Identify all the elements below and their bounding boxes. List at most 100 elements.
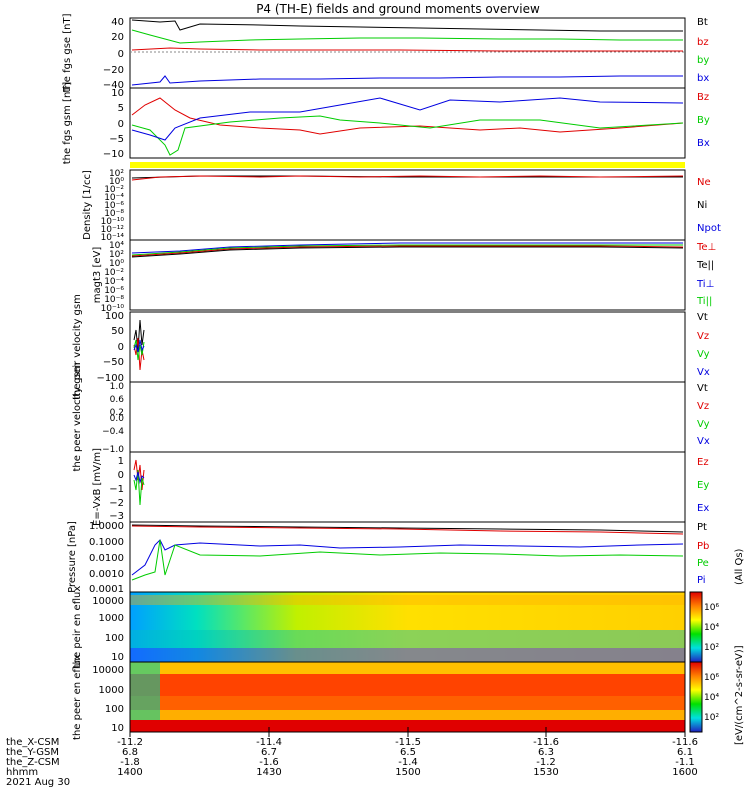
panel-density: Density [1/cc] 10² 10⁰ 10⁻² 10⁻⁴ 10⁻⁶ 10… [82, 169, 721, 243]
legend-label-Pb: Pb [697, 541, 709, 552]
footer-top-tick: -11.5 [395, 737, 421, 748]
series-line-bz [131, 47, 683, 52]
legend-label-Vz: Vz [697, 401, 709, 412]
x-axis-ticks [129, 727, 686, 737]
footer-value: 1430 [256, 767, 281, 778]
ytick-label: 10⁻¹⁴ [101, 233, 125, 243]
spectrogram-band-mid [130, 630, 685, 648]
footer-value: -1.2 [536, 757, 556, 768]
ytick-label: 0.1000 [89, 537, 124, 548]
ytick-label: 10⁻⁴ [104, 193, 124, 203]
colorbar-tick: 10⁴ [704, 693, 719, 703]
ytick-label: 100 [105, 704, 124, 715]
series-line-Ez [133, 459, 145, 491]
ytick-label: 10000 [92, 596, 124, 607]
panel-fgs-gse: the fgs gse [nT] 40 20 0 −20 −40 Bt bz b… [62, 13, 709, 92]
legend-label-Ez: Ez [697, 457, 709, 468]
spectrogram-band-top [130, 595, 685, 605]
ylabel-peir-eflux: the peir en eflux [72, 586, 83, 669]
ytick-label: 100 [105, 311, 124, 322]
footer-top-tick: -11.2 [117, 737, 143, 748]
ytick-label: 10 [111, 652, 124, 663]
series-line-Ti-perp [131, 242, 683, 254]
footer-row-label: the_Y-GSM [6, 747, 59, 758]
legend-label-Vt: Vt [697, 312, 708, 323]
ylabel-peer-eflux: the peer en eflux [72, 654, 83, 740]
series-line-Pi [131, 539, 684, 576]
ytick-label: 10 [111, 88, 124, 99]
ytick-label: 10⁻⁶ [104, 201, 124, 211]
ytick-label: −1 [109, 484, 124, 495]
series-line-Pe [131, 539, 684, 581]
ytick-label: −1.0 [102, 445, 124, 455]
ytick-label: 0.0 [110, 414, 125, 424]
footer-value: 1530 [533, 767, 558, 778]
footer-top-tick: -11.6 [672, 737, 698, 748]
legend-label-Te-perp: Te⊥ [696, 242, 716, 253]
ytick-label: −50 [103, 357, 124, 368]
legend-label-Bz: Bz [697, 92, 709, 103]
legend-label-Ne: Ne [697, 177, 711, 188]
series-line-Ti-par [131, 244, 683, 256]
footer-value: 1600 [672, 767, 697, 778]
colorbar-tick: 10⁴ [704, 623, 719, 633]
ytick-label: 10⁰ [109, 177, 124, 187]
ytick-label: 0 [118, 49, 124, 60]
legend-label-Vx: Vx [697, 436, 710, 447]
legend-label-Pi: Pi [697, 575, 706, 586]
legend-label-Bx: Bx [697, 138, 710, 149]
ytick-label: 0 [118, 342, 124, 353]
ytick-label: 10⁴ [109, 241, 124, 251]
series-line-bx [131, 75, 683, 86]
legend-label-Te-par: Te|| [696, 260, 714, 271]
ytick-label: 10⁻¹⁰ [101, 304, 125, 314]
panel-fgs-gsm: the fgs gsm [nT] 10 5 0 −5 −10 Bz By Bx [62, 82, 710, 165]
legend-label-bx: bx [697, 73, 709, 84]
series-line-Ex [133, 471, 145, 484]
spectrogram-strip-left [130, 662, 160, 720]
footer-row-label: hhmm [6, 767, 38, 778]
legend-label-Ni: Ni [697, 200, 707, 211]
footer-value: -1.6 [259, 757, 279, 768]
ytick-label: 10⁻² [104, 185, 124, 195]
series-line-By [131, 115, 684, 156]
status-bar [130, 162, 685, 168]
panel-pressure: Pressure [nPa] 1.0000 0.1000 0.0100 0.00… [67, 521, 709, 595]
ylabel-magt3: magt3 [eV] [92, 247, 103, 304]
footer-row-label: the_X-CSM [6, 737, 59, 748]
footer-ephemeris: -11.2 -11.4 -11.5 -11.6 -11.6 the_X-CSM … [6, 737, 698, 788]
legend-label-Vt: Vt [697, 383, 708, 394]
colorbar-tick: 10² [704, 713, 719, 723]
ytick-label: 10⁻¹⁰ [101, 217, 125, 227]
footer-value: 6.8 [122, 747, 138, 758]
ytick-label: 10⁰ [109, 259, 124, 269]
footer-value: -1.1 [675, 757, 695, 768]
ytick-label: 50 [111, 326, 124, 337]
footer-row-label: the_Z-CSM [6, 757, 60, 768]
ylabel-peer-velocity: the peer velocity gsm [72, 362, 83, 471]
figure-title: P4 (TH-E) fields and ground moments over… [256, 2, 540, 16]
colorbar-tick: 10² [704, 643, 719, 653]
panel-peir-eflux: the peir en eflux 10000 1000 100 10 [72, 586, 686, 669]
series-line-Bx [131, 97, 684, 141]
ytick-label: 0.2 [110, 408, 124, 418]
panel-peer-velocity: the peer velocity gsm 1.0 0.6 0.2 0.0 −0… [72, 362, 710, 471]
footer-value: -1.8 [120, 757, 140, 768]
ytick-label: 0.0001 [89, 584, 124, 595]
footer-date: 2021 Aug 30 [6, 777, 70, 788]
footer-value: 6.3 [538, 747, 554, 758]
series-line-Vt [133, 319, 145, 351]
spectrogram-band-mid [130, 710, 685, 720]
ytick-label: 10² [109, 169, 124, 179]
ytick-label: 10⁻⁸ [104, 295, 124, 305]
ytick-label: 1000 [99, 685, 124, 696]
ytick-label: 10⁻² [104, 268, 124, 278]
colorbar-label: [eV/(cm^2-s-sr-eV)] [734, 645, 745, 745]
ytick-label: 10⁻⁴ [104, 277, 124, 287]
ytick-label: −40 [103, 80, 124, 91]
ytick-label: 10 [111, 723, 124, 734]
series-line-Bt [131, 19, 683, 32]
series-line-Te-par [131, 246, 684, 258]
ytick-label: 5 [118, 103, 124, 114]
